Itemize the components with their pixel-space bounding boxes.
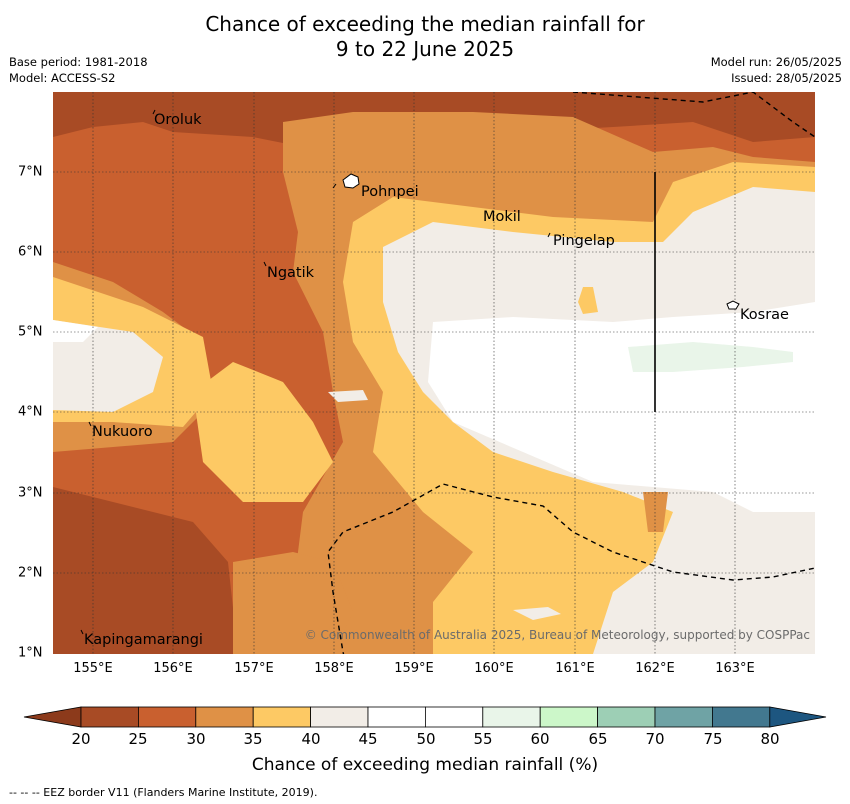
colorbar-label: 60 <box>530 730 550 748</box>
colorbar <box>23 706 827 728</box>
eez-border <box>327 92 815 654</box>
label-kapingamarangi: Kapingamarangi <box>84 632 203 648</box>
colorbar-cell <box>424 706 484 728</box>
colorbar-over-arrow <box>769 706 827 728</box>
title-line-2: 9 to 22 June 2025 <box>335 37 515 61</box>
x-tick: 155°E <box>73 661 113 676</box>
colorbar-cell <box>539 706 599 728</box>
copyright-notice: © Commonwealth of Australia 2025, Bureau… <box>304 628 810 642</box>
label-kosrae: Kosrae <box>740 307 789 323</box>
colorbar-cell <box>712 706 771 728</box>
y-tick: 7°N <box>18 164 43 180</box>
fill-40-45-west <box>53 320 163 412</box>
x-tick: 156°E <box>153 661 193 676</box>
fill-30-35-patch <box>643 492 668 532</box>
colorbar-label: 35 <box>243 730 263 748</box>
colorbar-cells <box>23 706 827 728</box>
colorbar-label: 25 <box>128 730 148 748</box>
colorbar-cell <box>310 706 369 728</box>
island-outlines <box>342 173 740 310</box>
base-period: Base period: 1981-2018 <box>9 55 148 69</box>
colorbar-label: 50 <box>416 730 436 748</box>
label-oroluk: Oroluk <box>154 112 202 128</box>
x-tick: 157°E <box>234 661 274 676</box>
x-tick: 161°E <box>555 661 595 676</box>
rainfall-map <box>53 92 815 654</box>
y-tick: 5°N <box>18 324 43 340</box>
fill-35-40-inner <box>193 362 333 502</box>
model-name: Model: ACCESS-S2 <box>9 71 116 85</box>
y-tick: 6°N <box>18 244 43 260</box>
x-tick: 158°E <box>314 661 354 676</box>
x-tick: 160°E <box>474 661 514 676</box>
map-title: Chance of exceeding the median rainfall … <box>0 12 850 62</box>
label-ngatik: Ngatik <box>267 265 315 281</box>
x-tick: 159°E <box>394 661 434 676</box>
atoll-ticks <box>80 109 551 635</box>
colorbar-cell <box>195 706 254 728</box>
label-pohnpei: Pohnpei <box>361 184 419 200</box>
colorbar-cell <box>137 706 197 728</box>
map-contours <box>53 92 815 654</box>
colorbar-title: Chance of exceeding median rainfall (%) <box>251 755 599 775</box>
label-nukuoro: Nukuoro <box>92 424 153 440</box>
eez-footnote: -- -- -- EEZ border V11 (Flanders Marine… <box>9 786 318 799</box>
colorbar-cell <box>597 706 656 728</box>
colorbar-label: 45 <box>358 730 378 748</box>
colorbar-label: 75 <box>703 730 723 748</box>
colorbar-cell <box>80 706 139 728</box>
model-run: Model run: 26/05/2025 <box>710 55 842 69</box>
fill-35-40-patch <box>578 287 598 314</box>
fill-40-45-south-sliver <box>513 607 561 620</box>
fill-30-35-south <box>233 552 353 654</box>
issued-date: Issued: 28/05/2025 <box>731 71 842 85</box>
y-tick: 4°N <box>18 404 43 420</box>
colorbar-cell <box>654 706 713 728</box>
colorbar-label: 80 <box>760 730 780 748</box>
fill-45-55-west <box>53 320 98 342</box>
colorbar-label: 55 <box>473 730 493 748</box>
x-tick: 163°E <box>715 661 755 676</box>
colorbar-cell <box>252 706 311 728</box>
y-tick: 2°N <box>18 565 43 581</box>
title-line-1: Chance of exceeding the median rainfall … <box>205 12 645 36</box>
fill-40-45-sliver <box>328 390 368 402</box>
colorbar-label: 40 <box>301 730 321 748</box>
fill-55-60 <box>628 342 793 372</box>
y-tick: 3°N <box>18 485 43 501</box>
colorbar-under-arrow <box>23 706 82 728</box>
colorbar-cell <box>482 706 541 728</box>
colorbar-label: 20 <box>71 730 91 748</box>
fill-20-25-north <box>53 92 815 147</box>
x-tick: 162°E <box>635 661 675 676</box>
graticule <box>53 92 815 654</box>
colorbar-label: 70 <box>645 730 665 748</box>
meta-right: Model run: 26/05/2025 Issued: 28/05/2025 <box>711 54 842 86</box>
colorbar-cell <box>367 706 426 728</box>
label-pingelap: Pingelap <box>553 233 615 249</box>
fill-20-25-south <box>53 487 238 654</box>
y-tick: 1°N <box>18 645 43 661</box>
colorbar-label: 65 <box>588 730 608 748</box>
colorbar-label: 30 <box>186 730 206 748</box>
meta-left: Base period: 1981-2018 Model: ACCESS-S2 <box>9 54 148 86</box>
label-mokil: Mokil <box>483 209 521 225</box>
